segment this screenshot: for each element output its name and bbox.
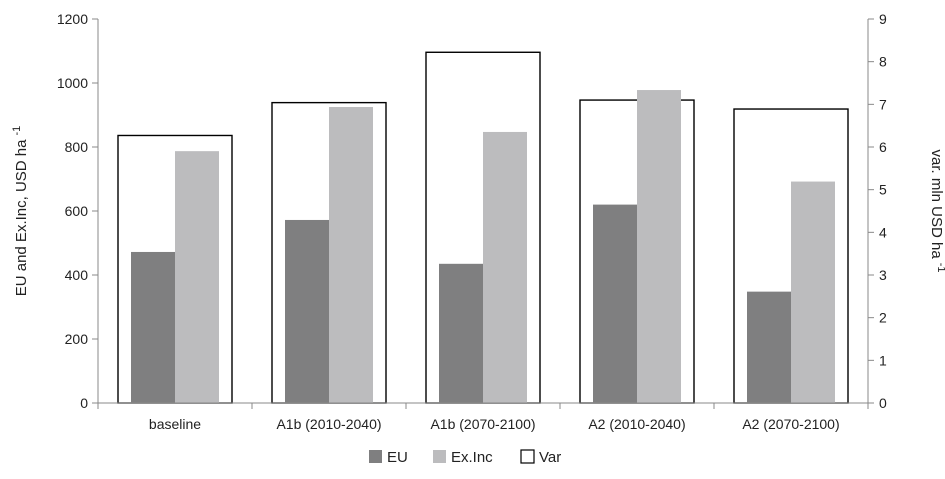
left-tick-label: 0	[80, 395, 88, 411]
ex-inc-bar	[483, 131, 527, 403]
left-tick-label: 200	[65, 331, 89, 347]
ex-inc-bar	[637, 90, 681, 403]
left-tick-label: 1200	[57, 11, 88, 27]
left-tick-label: 800	[65, 139, 89, 155]
left-axis-title: EU and Ex.Inc, USD ha -1	[11, 126, 30, 297]
legend-label: EU	[387, 449, 408, 466]
legend-swatch	[433, 450, 446, 463]
category-label: A1b (2010-2040)	[276, 416, 381, 432]
right-tick-label: 7	[879, 96, 887, 112]
right-tick-label: 3	[879, 267, 887, 283]
category-label: A1b (2070-2100)	[430, 416, 535, 432]
eu-bar	[439, 263, 483, 403]
right-tick-label: 2	[879, 310, 887, 326]
legend-label: Var	[539, 449, 561, 466]
left-tick-label: 400	[65, 267, 89, 283]
axes: baseline A1b (2010-2040) A1b (2070-2100) A2…	[57, 11, 887, 432]
legend-label: Ex.Inc	[451, 449, 493, 466]
right-axis-title-sup: -1	[935, 263, 945, 273]
right-tick-label: 9	[879, 11, 887, 27]
eu-bar	[747, 291, 791, 403]
legend: EU Ex.Inc Var	[369, 449, 561, 466]
left-tick-label: 600	[65, 203, 89, 219]
left-axis-title-main: EU and Ex.Inc, USD ha	[13, 139, 30, 296]
right-axis-title-main: var. mln USD ha	[928, 150, 945, 260]
right-tick-label: 4	[879, 224, 887, 240]
right-tick-label: 6	[879, 139, 887, 155]
category-label: A2 (2070-2100)	[742, 416, 839, 432]
ex-inc-bar	[791, 181, 835, 403]
bar-series	[131, 90, 835, 403]
category-label: A2 (2010-2040)	[588, 416, 685, 432]
left-axis-title-sup: -1	[11, 126, 23, 136]
right-tick-label: 8	[879, 54, 887, 70]
ex-inc-bar	[175, 151, 219, 403]
eu-bar	[593, 204, 637, 403]
right-tick-label: 0	[879, 395, 887, 411]
right-tick-label: 1	[879, 352, 887, 368]
legend-swatch	[369, 450, 382, 463]
eu-bar	[285, 219, 329, 403]
legend-swatch	[520, 449, 535, 464]
right-tick-label: 5	[879, 182, 887, 198]
left-tick-label: 1000	[57, 75, 88, 91]
eu-bar	[131, 251, 175, 403]
category-label: baseline	[149, 416, 201, 432]
right-axis-title: var. mln USD ha -1	[928, 150, 945, 273]
ex-inc-bar	[329, 107, 373, 403]
